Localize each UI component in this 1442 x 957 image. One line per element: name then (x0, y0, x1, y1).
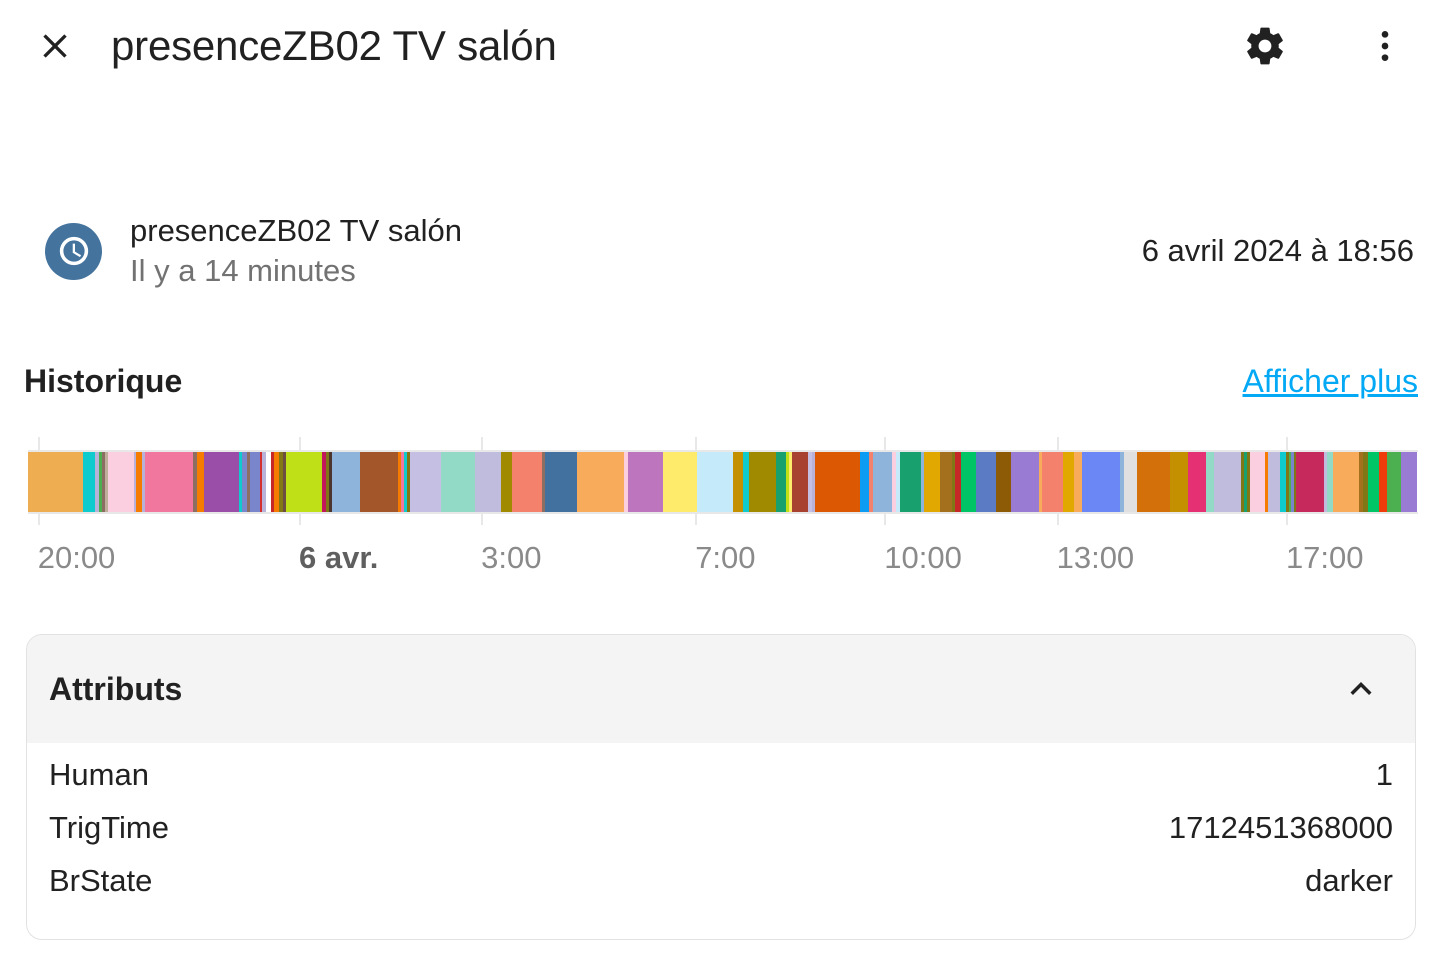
timeline-segment[interactable] (1268, 452, 1280, 512)
attributes-title: Attributs (49, 671, 182, 708)
timeline-tick-label: 10:00 (884, 540, 962, 576)
page-title: presenceZB02 TV salón (111, 22, 1236, 70)
timeline-tick-label: 13:00 (1057, 540, 1135, 576)
avatar (45, 223, 102, 280)
attribute-row: BrState darker (49, 863, 1393, 916)
timeline-segment[interactable] (1296, 452, 1324, 512)
timeline-segment[interactable] (1170, 452, 1188, 512)
attribute-value: 1 (1376, 757, 1393, 793)
attributes-card: Attributs Human 1 TrigTime 1712451368000 BrS… (26, 634, 1416, 940)
entity-name: presenceZB02 TV salón (130, 211, 1142, 251)
timeline-segment[interactable] (332, 452, 360, 512)
gear-icon (1243, 24, 1287, 68)
timeline-segment[interactable] (1401, 452, 1417, 512)
dialog-header: presenceZB02 TV salón (0, 0, 1442, 92)
timeline-segment[interactable] (792, 452, 808, 512)
timeline-segment[interactable] (961, 452, 976, 512)
timeline-segment[interactable] (1124, 452, 1137, 512)
timeline-segment[interactable] (697, 452, 733, 512)
timeline-segment[interactable] (1250, 452, 1265, 512)
timeline-segment[interactable] (873, 452, 892, 512)
timeline-segment[interactable] (1042, 452, 1063, 512)
timeline-segment[interactable] (663, 452, 697, 512)
timeline-segment[interactable] (903, 452, 920, 512)
timeline-segment[interactable] (940, 452, 952, 512)
timeline-segment[interactable] (749, 452, 776, 512)
timeline-axis: 20:00 6 avr. 3:00 7:00 10:00 13:00 17:00 (28, 540, 1418, 588)
timeline-segment[interactable] (1137, 452, 1170, 512)
history-header: Historique Afficher plus (0, 352, 1442, 410)
timeline-tick-label: 17:00 (1286, 540, 1364, 576)
timeline-tick-label: 6 avr. (299, 540, 378, 576)
clock-icon (57, 234, 91, 268)
timeline-tick-label: 7:00 (695, 540, 755, 576)
attribute-row: TrigTime 1712451368000 (49, 810, 1393, 863)
timeline-segment[interactable] (1368, 452, 1379, 512)
attribute-key: BrState (49, 863, 152, 899)
overflow-menu-button[interactable] (1356, 17, 1414, 75)
timeline-segment[interactable] (410, 452, 441, 512)
attribute-value: darker (1305, 863, 1393, 899)
timeline-segment[interactable] (628, 452, 662, 512)
timeline-segment[interactable] (1074, 452, 1081, 512)
timeline-tick-label: 3:00 (481, 540, 541, 576)
chevron-up-icon (1340, 668, 1382, 710)
attribute-key: Human (49, 757, 149, 793)
timeline-bottom-rule (28, 512, 1418, 514)
timeline-segment[interactable] (1011, 452, 1039, 512)
timeline-segment[interactable] (776, 452, 786, 512)
attributes-header[interactable]: Attributs (27, 635, 1415, 743)
timeline-segment[interactable] (1206, 452, 1213, 512)
timeline-segment[interactable] (501, 452, 512, 512)
timeline-segment[interactable] (204, 452, 239, 512)
attributes-body: Human 1 TrigTime 1712451368000 BrState darker (27, 743, 1415, 916)
history-title: Historique (24, 363, 182, 400)
timeline-segment[interactable] (360, 452, 397, 512)
attribute-value: 1712451368000 (1169, 810, 1393, 846)
timeline-segment[interactable] (577, 452, 624, 512)
close-icon (35, 26, 75, 66)
entity-summary-row: presenceZB02 TV salón Il y a 14 minutes … (0, 196, 1442, 306)
timeline-segment[interactable] (1214, 452, 1241, 512)
timeline-segment[interactable] (1387, 452, 1401, 512)
timeline-segment[interactable] (475, 452, 501, 512)
timeline-segment[interactable] (815, 452, 860, 512)
timeline-segment[interactable] (1082, 452, 1121, 512)
timeline-segment[interactable] (733, 452, 743, 512)
timeline-segment[interactable] (197, 452, 204, 512)
entity-absolute-time: 6 avril 2024 à 18:56 (1142, 233, 1414, 269)
timeline-segment[interactable] (860, 452, 869, 512)
timeline-segment[interactable] (1188, 452, 1206, 512)
timeline-segment[interactable] (441, 452, 475, 512)
timeline-segment[interactable] (996, 452, 1011, 512)
show-more-link[interactable]: Afficher plus (1243, 363, 1419, 400)
timeline-segment[interactable] (108, 452, 134, 512)
timeline-segment[interactable] (1333, 452, 1359, 512)
attribute-key: TrigTime (49, 810, 169, 846)
entity-text-block: presenceZB02 TV salón Il y a 14 minutes (130, 211, 1142, 290)
entity-relative-time: Il y a 14 minutes (130, 251, 1142, 291)
timeline-segment[interactable] (1379, 452, 1388, 512)
attribute-row: Human 1 (49, 757, 1393, 810)
timeline-segment[interactable] (512, 452, 542, 512)
timeline-segment[interactable] (545, 452, 577, 512)
timeline-segment[interactable] (924, 452, 940, 512)
header-actions (1236, 17, 1414, 75)
timeline-segment[interactable] (28, 452, 83, 512)
timeline-segment[interactable] (145, 452, 193, 512)
timeline-segment[interactable] (83, 452, 96, 512)
timeline-segment[interactable] (976, 452, 996, 512)
timeline-state-bar[interactable] (28, 452, 1418, 512)
timeline-tick-label: 20:00 (38, 540, 116, 576)
timeline-segment[interactable] (1063, 452, 1074, 512)
close-button[interactable] (27, 18, 83, 74)
more-vertical-icon (1365, 26, 1405, 66)
attributes-collapse-button[interactable] (1337, 665, 1385, 713)
settings-button[interactable] (1236, 17, 1294, 75)
history-timeline[interactable] (28, 437, 1418, 525)
timeline-segment[interactable] (286, 452, 322, 512)
timeline-segment[interactable] (250, 452, 260, 512)
